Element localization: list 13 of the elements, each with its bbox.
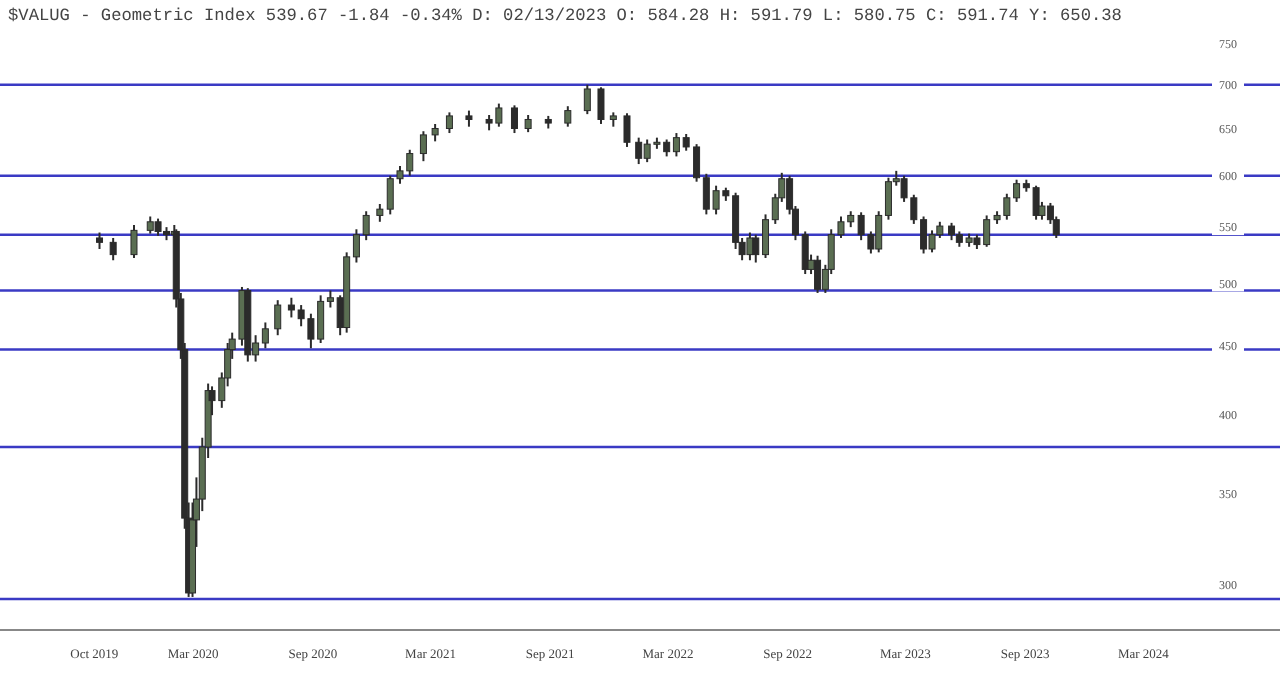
candlestick xyxy=(564,105,572,128)
candlestick xyxy=(814,254,822,294)
candlestick xyxy=(274,299,282,337)
candlestick xyxy=(445,111,453,135)
candlestick xyxy=(583,83,591,116)
candlestick xyxy=(635,136,643,166)
candlestick xyxy=(597,86,605,125)
chart-title: $VALUG - Geometric Index 539.67 -1.84 -0.34% D: 02/13/2023 O: 584.28 H: 591.79 L: 580.75 C: 591.74 Y: 650.38 xyxy=(8,6,1122,26)
candlestick xyxy=(419,130,427,163)
candlestick xyxy=(510,104,518,135)
candlestick xyxy=(623,112,631,148)
candlestick xyxy=(109,236,117,262)
candlestick xyxy=(130,223,138,259)
